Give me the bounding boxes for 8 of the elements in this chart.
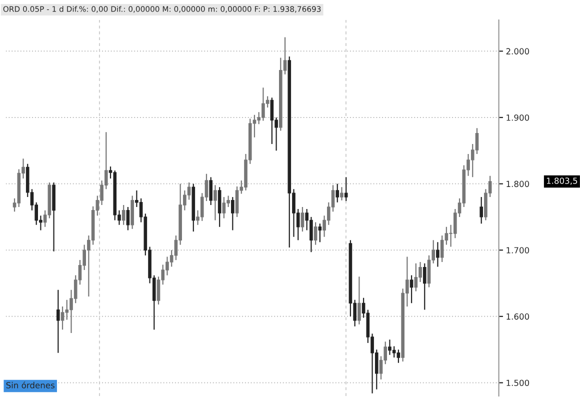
y-tick-label: 1.900: [506, 114, 530, 121]
y-tick-label: 2.000: [506, 48, 530, 54]
y-tick-label: 1.800: [506, 180, 530, 188]
y-tick-label: 1.500: [506, 380, 530, 386]
y-tick-label: 1.700: [506, 247, 530, 254]
text: 1.803,5: [546, 178, 578, 185]
annotation: Sin órdenes: [6, 382, 54, 388]
y-tick-label: 1.600: [506, 313, 530, 320]
